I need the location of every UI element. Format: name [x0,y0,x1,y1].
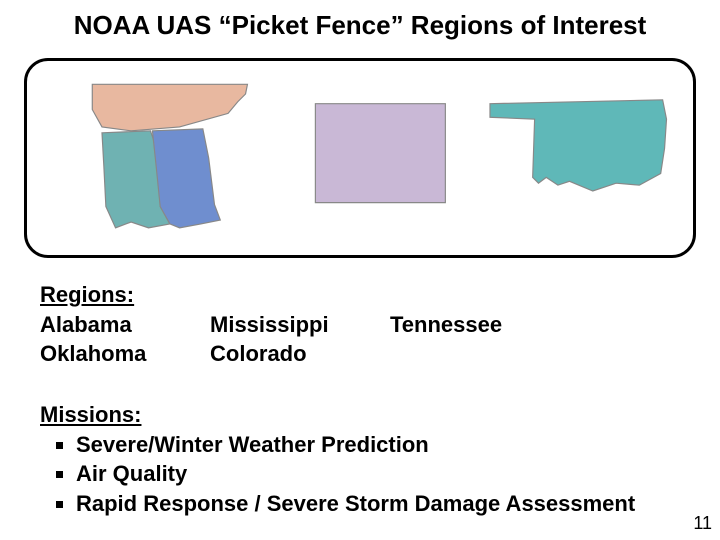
regions-cell: Mississippi [210,310,390,340]
slide-title: NOAA UAS “Picket Fence” Regions of Inter… [40,10,680,41]
regions-block: Regions: Alabama Mississippi Tennessee O… [40,280,680,369]
missions-block: Missions: Severe/Winter Weather Predicti… [40,400,700,519]
state-tennessee [92,84,247,131]
map-frame [24,58,696,258]
regions-cell: Colorado [210,339,390,369]
missions-list: Severe/Winter Weather Prediction Air Qua… [40,430,700,519]
regions-row-0: Alabama Mississippi Tennessee [40,310,680,340]
states-map [27,61,693,255]
regions-header: Regions: [40,280,680,310]
regions-cell: Alabama [40,310,210,340]
mission-item: Air Quality [76,459,700,489]
regions-cell: Oklahoma [40,339,210,369]
missions-header: Missions: [40,400,700,430]
page-number: 11 [693,513,712,534]
mission-item: Severe/Winter Weather Prediction [76,430,700,460]
regions-row-1: Oklahoma Colorado [40,339,680,369]
mission-item: Rapid Response / Severe Storm Damage Ass… [76,489,700,519]
slide: NOAA UAS “Picket Fence” Regions of Inter… [0,0,720,540]
regions-cell: Tennessee [390,310,502,340]
state-oklahoma [490,100,667,191]
state-colorado [315,104,445,203]
